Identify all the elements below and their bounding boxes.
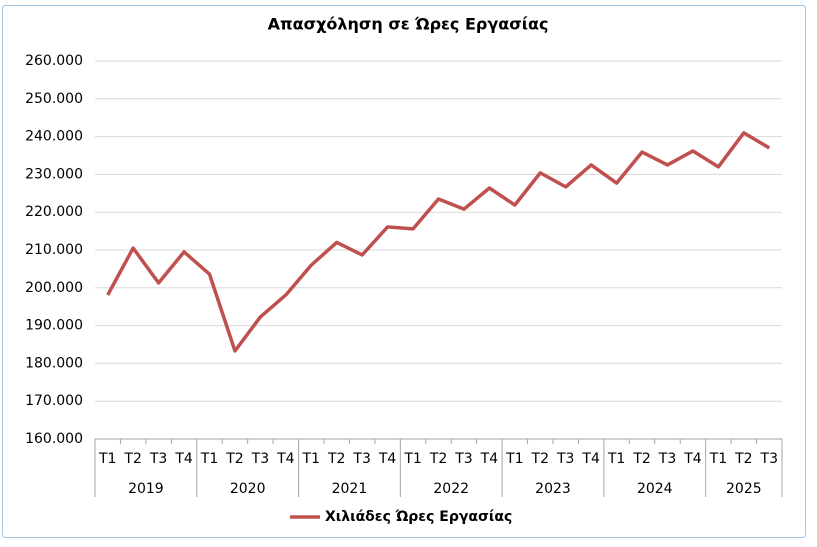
legend-label: Χιλιάδες Ώρες Εργασίας (325, 509, 512, 525)
x-tick-label: T4 (581, 451, 600, 467)
x-tick-label: T3 (251, 451, 269, 467)
x-tick-label: T4 (378, 451, 397, 467)
x-group-label: 2019 (128, 481, 164, 497)
y-tick-label: 200.000 (25, 280, 83, 296)
chart-title: Απασχόληση σε Ώρες Εργασίας (268, 15, 549, 34)
x-tick-label: T4 (174, 451, 193, 467)
y-tick-label: 240.000 (25, 129, 83, 145)
y-tick-label: 170.000 (25, 393, 83, 409)
x-group-label: 2024 (637, 481, 673, 497)
x-tick-label: T1 (709, 451, 727, 467)
y-tick-label: 210.000 (25, 242, 83, 258)
x-tick-label: T3 (454, 451, 472, 467)
x-tick-label: T3 (658, 451, 676, 467)
x-tick-label: T2 (734, 451, 752, 467)
data-line (106, 131, 771, 353)
y-tick-label: 230.000 (25, 166, 83, 182)
y-tick-label: 250.000 (25, 91, 83, 107)
x-tick-label: T1 (505, 451, 523, 467)
x-tick-label: T2 (327, 451, 345, 467)
y-tick-label: 160.000 (25, 431, 83, 447)
x-tick-label: T2 (429, 451, 447, 467)
y-tick-label: 180.000 (25, 355, 83, 371)
y-tick-label: 190.000 (25, 318, 83, 334)
x-tick-label: T1 (98, 451, 116, 467)
x-tick-label: T2 (632, 451, 650, 467)
y-tick-label: 260.000 (25, 53, 83, 69)
x-tick-label: T3 (760, 451, 778, 467)
x-tick-label: T4 (480, 451, 499, 467)
x-tick-label: T2 (225, 451, 243, 467)
x-group-label: 2025 (726, 481, 762, 497)
x-group-label: 2021 (332, 481, 368, 497)
y-tick-label: 220.000 (25, 204, 83, 220)
x-tick-label: T2 (123, 451, 141, 467)
x-tick-label: T1 (302, 451, 320, 467)
x-tick-label: T1 (200, 451, 218, 467)
x-tick-label: T1 (403, 451, 421, 467)
x-tick-label: T3 (556, 451, 574, 467)
x-tick-label: T2 (531, 451, 549, 467)
x-tick-label: T3 (352, 451, 370, 467)
x-tick-label: T3 (149, 451, 167, 467)
x-tick-label: T4 (683, 451, 702, 467)
x-group-label: 2020 (230, 481, 266, 497)
chart-frame (2, 5, 806, 538)
x-group-label: 2022 (433, 481, 469, 497)
x-tick-label: T4 (276, 451, 295, 467)
x-group-label: 2023 (535, 481, 571, 497)
x-tick-label: T1 (607, 451, 625, 467)
